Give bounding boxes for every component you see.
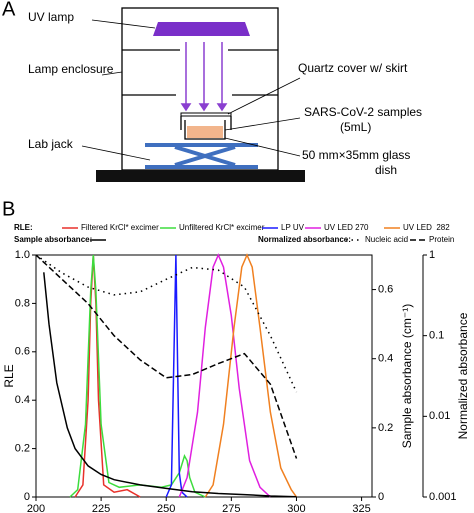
x-tick-label: 325 xyxy=(352,503,370,513)
y-tick-label: 1.0 xyxy=(15,249,30,261)
panel-b: 200 225 250 275 300 325 0 0.2 0.4 0.6 0.8 1.0 0 0.2 0.… xyxy=(2,223,470,513)
y3-tick-label: 0.01 xyxy=(429,410,450,422)
jack-scissor xyxy=(174,145,236,167)
sample xyxy=(187,126,223,138)
y2-tick-label: 0.6 xyxy=(378,283,393,295)
legend-group: Normalized absorbance: xyxy=(258,235,351,244)
y3-axis-label: Normalized absorbance xyxy=(456,312,470,439)
x-tick-label: 225 xyxy=(92,503,110,513)
uv-lamp xyxy=(153,22,250,36)
label: Quartz cover w/ skirt xyxy=(298,61,408,75)
y-tick-label: 0 xyxy=(24,491,30,503)
quartz-cover xyxy=(180,112,232,117)
label: UV lamp xyxy=(28,10,74,24)
label: Lamp enclosure xyxy=(28,62,114,76)
label: dish xyxy=(375,163,397,177)
legend-group: RLE: xyxy=(14,223,33,232)
y2-axis-label: Sample absorbance (cm⁻¹) xyxy=(400,304,414,448)
panel-a: A UV lamp Lamp enclosure Quartz cover w/… xyxy=(2,0,422,182)
y2-tick-label: 0.4 xyxy=(378,353,393,365)
y-tick-label: 0.2 xyxy=(15,443,30,455)
x-tick-label: 200 xyxy=(27,503,45,513)
uv-arrows xyxy=(180,42,228,112)
legend-label: Filtered KrCl* excimer xyxy=(81,223,159,232)
base xyxy=(96,170,305,182)
x-tick-label: 275 xyxy=(222,503,240,513)
y2-tick-label: 0.2 xyxy=(378,422,393,434)
series-line xyxy=(69,254,206,498)
legend-label: Protein xyxy=(429,235,454,244)
label: Lab jack xyxy=(28,137,74,151)
x-tick-label: 250 xyxy=(157,503,175,513)
skirt xyxy=(180,116,232,130)
y3-tick-label: 0.001 xyxy=(429,491,457,503)
series-line xyxy=(35,254,298,459)
y-tick-label: 0.6 xyxy=(15,346,30,358)
label: (5mL) xyxy=(340,120,371,134)
legend-group: Sample absorbance: xyxy=(14,235,92,244)
y-tick-label: 0.4 xyxy=(15,394,30,406)
label: 50 mm×35mm glass xyxy=(302,148,410,162)
x-tick-label: 300 xyxy=(287,503,305,513)
legend-label: UV LED 270 xyxy=(324,223,369,232)
panel-letter: B xyxy=(2,198,15,220)
series-line xyxy=(178,253,271,498)
jack-bottom xyxy=(145,165,258,169)
series-line xyxy=(35,254,298,393)
series-line xyxy=(43,272,297,498)
plot-frame xyxy=(35,254,373,498)
y-axis-label: RLE xyxy=(2,364,16,387)
series-line xyxy=(204,253,298,498)
legend-label: Unfiltered KrCl* excimer xyxy=(179,223,265,232)
legend-label: Nucleic acid xyxy=(365,235,408,244)
dish xyxy=(184,120,226,140)
jack-top xyxy=(145,143,258,147)
y3-tick-label: 1 xyxy=(429,249,435,261)
y2-tick-label: 0 xyxy=(378,491,384,503)
legend-label: UV LED 282 xyxy=(403,223,450,232)
leaders xyxy=(81,19,301,161)
label: SARS-CoV-2 samples xyxy=(304,105,422,119)
panel-letter: A xyxy=(2,0,16,20)
legend-label: LP UV xyxy=(281,223,305,232)
y3-tick-label: 0.1 xyxy=(429,330,444,342)
y-tick-label: 0.8 xyxy=(15,297,30,309)
series-line xyxy=(165,254,188,498)
